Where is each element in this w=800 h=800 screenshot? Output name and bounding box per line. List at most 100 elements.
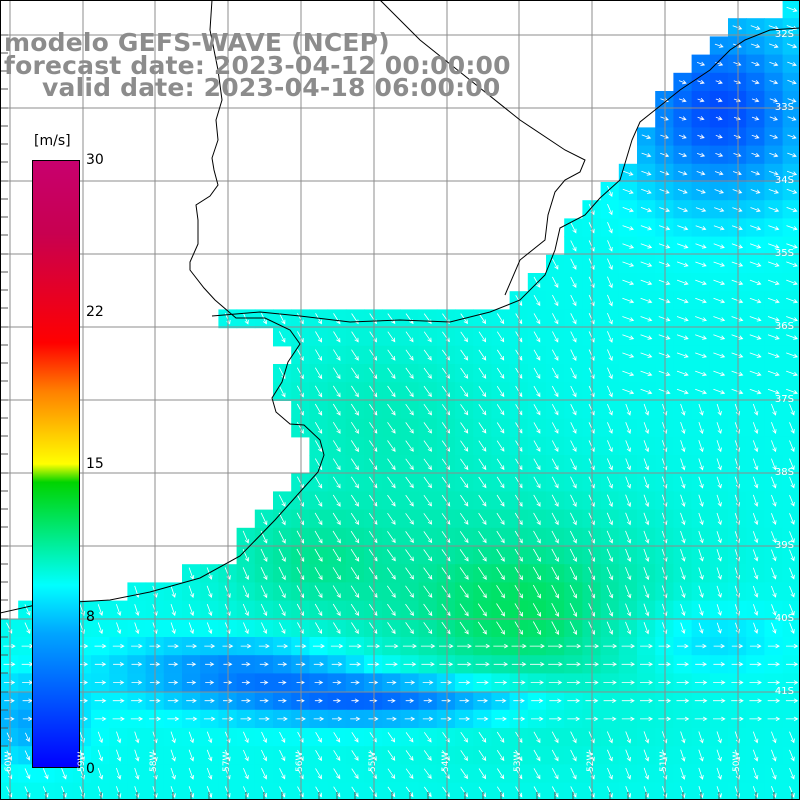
wind-arrow xyxy=(496,422,505,434)
wind-arrow xyxy=(116,749,122,762)
wind-speed-cell xyxy=(782,509,800,529)
wind-arrow xyxy=(622,388,635,395)
wind-arrow xyxy=(3,680,16,685)
wind-arrow xyxy=(786,279,798,286)
wind-arrow xyxy=(240,643,252,649)
longitude-label: 54W xyxy=(441,751,451,772)
wind-arrow xyxy=(170,585,176,598)
wind-arrow xyxy=(731,279,744,286)
wind-arrow xyxy=(496,585,505,599)
wind-arrow xyxy=(25,732,30,743)
wind-speed-cell xyxy=(200,782,219,800)
wind-arrow xyxy=(531,698,544,703)
wind-arrow xyxy=(622,370,635,377)
wind-arrow xyxy=(552,294,559,307)
wind-arrow xyxy=(533,385,541,398)
wind-arrow xyxy=(496,603,505,617)
wind-arrow xyxy=(731,334,744,340)
wind-arrow xyxy=(314,367,323,380)
wind-arrow xyxy=(625,422,631,434)
wind-arrow xyxy=(787,61,797,67)
wind-arrow xyxy=(698,731,704,744)
wind-arrow xyxy=(767,261,780,267)
wind-arrow xyxy=(333,331,341,343)
wind-arrow xyxy=(440,680,453,685)
wind-speed-cell xyxy=(91,782,110,800)
wind-arrow xyxy=(134,767,140,780)
wind-arrow xyxy=(787,152,797,158)
wind-arrow xyxy=(606,548,614,563)
wind-arrow xyxy=(441,585,451,598)
wind-arrow xyxy=(750,189,761,194)
wind-arrow xyxy=(496,331,505,343)
wind-arrow xyxy=(716,549,722,562)
wind-arrow xyxy=(551,731,559,744)
wind-arrow xyxy=(716,458,722,471)
wind-arrow xyxy=(423,367,432,379)
wind-arrow xyxy=(661,440,668,453)
wind-arrow xyxy=(658,698,672,703)
wind-arrow xyxy=(496,566,505,581)
wind-arrow xyxy=(496,404,505,416)
wind-arrow xyxy=(439,643,454,649)
wind-arrow xyxy=(752,786,759,798)
wind-arrow xyxy=(786,207,798,213)
wind-arrow xyxy=(423,603,433,617)
wind-arrow xyxy=(680,567,686,580)
wind-arrow xyxy=(278,680,287,685)
wind-arrow xyxy=(351,732,359,743)
wind-arrow xyxy=(386,585,396,598)
wind-arrow xyxy=(786,6,798,12)
wind-arrow xyxy=(478,404,487,416)
wind-arrow xyxy=(640,643,653,649)
wind-arrow xyxy=(315,749,322,762)
wind-arrow xyxy=(495,698,507,703)
wind-arrow xyxy=(771,513,777,525)
wind-arrow xyxy=(478,349,487,361)
wind-arrow xyxy=(767,680,781,685)
wind-arrow xyxy=(640,680,654,685)
wind-arrow xyxy=(749,261,762,267)
wind-arrow xyxy=(314,585,323,599)
wind-arrow xyxy=(696,61,706,66)
wind-arrow xyxy=(97,604,104,616)
wind-arrow xyxy=(422,716,434,722)
wind-arrow xyxy=(404,716,416,722)
wind-arrow xyxy=(570,422,577,434)
wind-arrow xyxy=(460,440,469,452)
wind-speed-cell xyxy=(782,382,800,401)
wind-arrow xyxy=(94,698,107,703)
wind-speed-cell xyxy=(782,418,800,438)
wind-arrow xyxy=(752,403,759,416)
wind-arrow xyxy=(552,276,559,289)
wind-arrow xyxy=(680,622,686,634)
wind-arrow xyxy=(678,152,688,158)
wind-arrow xyxy=(368,549,378,562)
wind-arrow xyxy=(348,643,362,649)
wind-arrow xyxy=(186,662,197,667)
wind-arrow xyxy=(551,584,559,599)
wind-arrow xyxy=(387,476,396,489)
wind-arrow xyxy=(116,731,122,744)
wind-arrow xyxy=(752,494,759,507)
wind-arrow xyxy=(660,152,670,158)
wind-arrow xyxy=(333,750,341,762)
wind-arrow xyxy=(661,548,668,562)
wind-arrow xyxy=(767,316,780,322)
wind-arrow xyxy=(259,662,269,667)
wind-arrow xyxy=(715,116,723,121)
wind-arrow xyxy=(698,585,704,598)
wind-arrow xyxy=(716,731,722,744)
latitude-label: 34S xyxy=(774,175,794,186)
wind-arrow xyxy=(731,662,744,667)
wind-arrow xyxy=(94,662,107,667)
wind-arrow xyxy=(332,567,341,581)
longitude-label: 57W xyxy=(222,751,232,772)
wind-arrow xyxy=(713,716,726,722)
wind-arrow xyxy=(261,622,268,635)
wind-arrow xyxy=(478,512,487,526)
wind-speed-cell xyxy=(782,236,800,256)
wind-arrow xyxy=(716,403,722,416)
wind-arrow xyxy=(533,530,541,544)
wind-arrow xyxy=(351,331,359,343)
